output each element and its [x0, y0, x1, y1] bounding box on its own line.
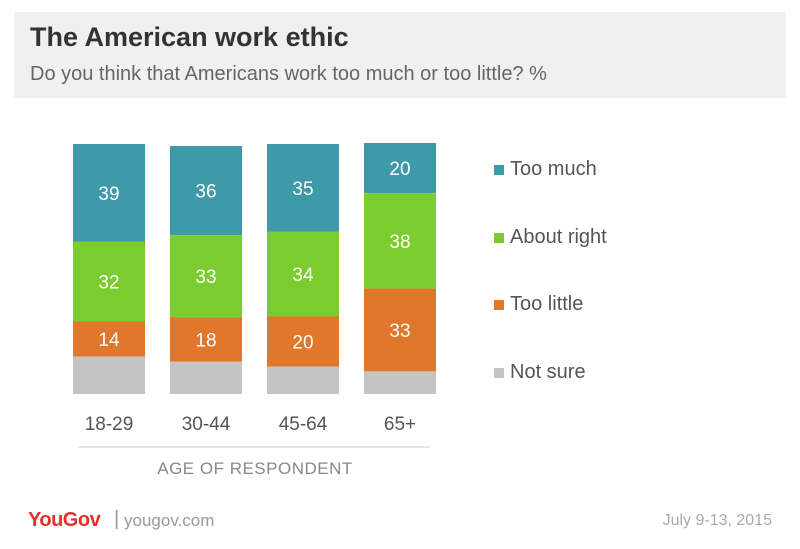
data-label-18-29-about-right: 32	[98, 273, 119, 294]
data-label-65-about-right: 38	[389, 232, 410, 253]
legend-label-not-sure: Not sure	[510, 361, 586, 383]
legend-swatch-too-much	[494, 165, 504, 175]
x-tick-label-45-64: 45-64	[279, 414, 328, 435]
data-label-45-64-about-right: 34	[292, 265, 314, 286]
x-tick-label-30-44: 30-44	[182, 414, 231, 435]
chart-title: The American work ethic	[30, 22, 349, 52]
data-label-45-64-too-much: 35	[292, 179, 313, 200]
legend-swatch-about-right	[494, 233, 504, 243]
x-tick-label-18-29: 18-29	[85, 414, 134, 435]
data-label-30-44-too-little: 18	[195, 330, 216, 351]
chart-subtitle: Do you think that Americans work too muc…	[30, 63, 547, 85]
data-label-30-44-too-much: 36	[195, 182, 216, 203]
bar-18-29-about-right	[73, 241, 145, 322]
data-label-65-too-little: 33	[389, 321, 410, 342]
footer-separator: |	[114, 508, 120, 530]
bar-18-29-too-little	[73, 321, 145, 357]
bar-65-too-much	[364, 143, 436, 194]
bar-45-64-too-much	[267, 144, 339, 232]
bar-65-too-little	[364, 288, 436, 372]
data-label-18-29-too-much: 39	[98, 184, 119, 205]
bar-45-64-not-sure	[267, 366, 339, 394]
legend-label-too-much: Too much	[510, 158, 597, 180]
data-label-18-29-too-little: 14	[98, 330, 120, 351]
data-label-30-44-about-right: 33	[195, 267, 216, 288]
stacked-bar-chart: 39 32 14 18-29 36 33 18 30-44 35 34 20 45-64 20 38 33 6…	[73, 143, 436, 478]
bar-18-29-too-much	[73, 144, 145, 242]
data-label-65-too-much: 20	[389, 159, 410, 180]
footer-date: July 9-13, 2015	[662, 512, 772, 529]
bar-45-64-too-little	[267, 316, 339, 367]
legend-swatch-not-sure	[494, 368, 504, 378]
bar-45-64-about-right	[267, 231, 339, 317]
legend-label-about-right: About right	[510, 226, 607, 248]
x-axis-title: AGE OF RESPONDENT	[157, 459, 353, 478]
bar-65-not-sure	[364, 371, 436, 394]
bar-30-44-too-little	[170, 317, 242, 362]
bar-18-29-not-sure	[73, 356, 145, 394]
legend-label-too-little: Too little	[510, 293, 584, 315]
yougov-logo: YouGov	[28, 509, 101, 531]
bar-30-44-too-much	[170, 146, 242, 236]
header-panel: The American work ethic Do you think tha…	[14, 12, 786, 98]
footer-site-link[interactable]: yougov.com	[124, 511, 215, 530]
x-tick-label-65: 65+	[384, 414, 416, 435]
legend-swatch-too-little	[494, 300, 504, 310]
data-label-45-64-too-little: 20	[292, 333, 313, 354]
bar-65-about-right	[364, 193, 436, 289]
bar-30-44-about-right	[170, 235, 242, 318]
bar-30-44-not-sure	[170, 361, 242, 394]
